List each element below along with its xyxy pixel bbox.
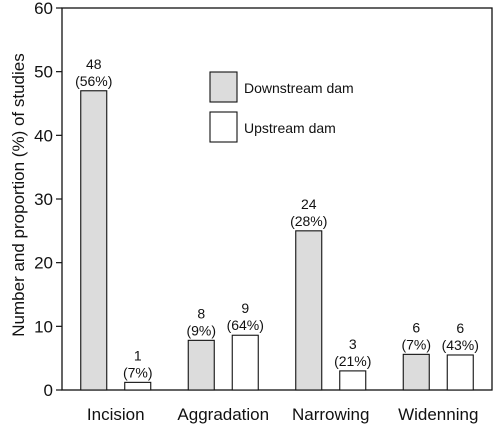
x-category-label: Narrowing [292,405,369,424]
y-tick-label: 50 [34,63,53,82]
y-tick-label: 0 [44,381,53,400]
y-tick-label: 40 [34,126,53,145]
data-label: 6 [456,320,464,336]
y-tick-label: 60 [34,0,53,18]
legend-label: Upstream dam [244,120,336,136]
data-label: 9 [241,300,249,316]
legend-label: Downstream dam [244,80,354,96]
x-category-label: Aggradation [177,405,269,424]
legend-swatch [209,71,238,103]
data-label: (43%) [442,337,479,353]
axes: 0 10 20 30 40 50 60 Incision Aggradation Narrowin… [34,0,493,424]
bar-downstream-dam [402,353,430,391]
data-label: (21%) [334,353,371,369]
legend: Downstream dam Upstream dam [209,71,354,143]
data-label: 6 [412,319,420,335]
bar-upstream-dam [446,354,474,391]
bars [80,90,474,391]
data-label: 1 [134,347,142,363]
y-axis-title: Number and proportion (%) of studies [9,53,28,336]
bar-upstream-dam [124,381,152,391]
data-label: 48 [86,56,102,72]
data-label: (64%) [227,317,264,333]
data-label: 24 [301,196,317,212]
y-tick-label: 10 [34,317,53,336]
data-label: 3 [349,336,357,352]
y-tick-label: 30 [34,190,53,209]
legend-swatch [209,111,238,143]
data-label: (7%) [123,364,153,380]
data-label: (9%) [186,322,216,338]
data-label: (28%) [290,213,327,229]
bar-downstream-dam [295,230,323,391]
plot-frame [61,7,493,391]
data-label: (56%) [75,73,112,89]
x-category-label: Widenning [398,405,478,424]
x-category-label: Incision [87,405,145,424]
bar-downstream-dam [80,90,108,391]
bar-upstream-dam [339,370,367,391]
data-labels: 48(56%)1(7%)8(9%)9(64%)24(28%)3(21%)6(7%… [75,56,479,381]
data-label: 8 [197,305,205,321]
bar-upstream-dam [231,334,259,391]
data-label: (7%) [401,336,431,352]
bar-downstream-dam [187,339,215,391]
y-tick-label: 20 [34,254,53,273]
